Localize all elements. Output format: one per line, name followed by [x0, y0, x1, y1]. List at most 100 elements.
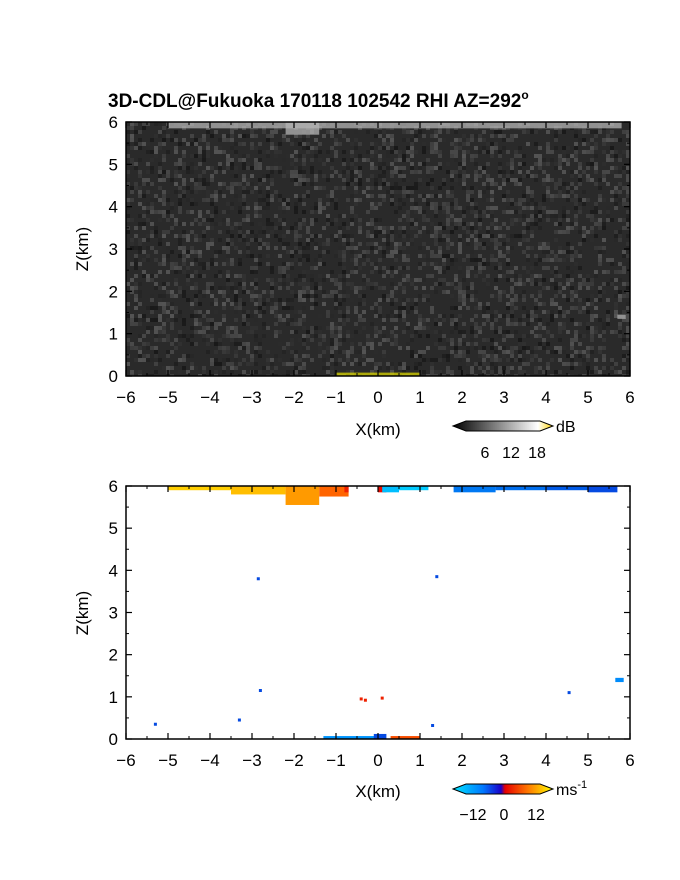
reflectivity-cell [262, 182, 266, 186]
reflectivity-cell [354, 246, 358, 250]
reflectivity-cell [462, 342, 466, 346]
reflectivity-cell [226, 238, 230, 242]
reflectivity-cell [210, 202, 214, 206]
reflectivity-cell [194, 330, 198, 334]
reflectivity-cell [626, 210, 630, 214]
reflectivity-cell [366, 238, 370, 242]
reflectivity-cell [554, 130, 558, 134]
reflectivity-cell [202, 290, 206, 294]
reflectivity-cell [202, 182, 206, 186]
reflectivity-cell [310, 298, 314, 302]
reflectivity-cell [482, 210, 486, 214]
reflectivity-cell [502, 354, 506, 358]
reflectivity-cell [486, 214, 490, 218]
reflectivity-cell [490, 294, 494, 298]
reflectivity-cell [242, 158, 246, 162]
reflectivity-cell [558, 246, 562, 250]
reflectivity-cell [550, 282, 554, 286]
reflectivity-cell [154, 338, 158, 342]
reflectivity-cell [406, 262, 410, 266]
reflectivity-cell [434, 282, 438, 286]
reflectivity-cell [334, 218, 338, 222]
reflectivity-cell [558, 230, 562, 234]
reflectivity-cell [578, 310, 582, 314]
reflectivity-cell [154, 122, 158, 126]
reflectivity-cell [454, 322, 458, 326]
reflectivity-cell [254, 362, 258, 366]
reflectivity-cell [370, 234, 374, 238]
reflectivity-cell [602, 162, 606, 166]
reflectivity-cell [350, 170, 354, 174]
reflectivity-cell [538, 166, 542, 170]
reflectivity-cell [522, 174, 526, 178]
reflectivity-cell [182, 294, 186, 298]
reflectivity-cell [154, 346, 158, 350]
reflectivity-cell [190, 198, 194, 202]
reflectivity-cell [486, 354, 490, 358]
reflectivity-cell [442, 206, 446, 210]
reflectivity-cell [470, 278, 474, 282]
reflectivity-cell [418, 134, 422, 138]
reflectivity-cell [142, 122, 146, 126]
reflectivity-cell [182, 318, 186, 322]
reflectivity-cell [570, 346, 574, 350]
reflectivity-cell [330, 326, 334, 330]
reflectivity-cell [170, 266, 174, 270]
reflectivity-cell [566, 354, 570, 358]
reflectivity-cell [582, 226, 586, 230]
reflectivity-cell [258, 314, 262, 318]
reflectivity-cell [302, 282, 306, 286]
reflectivity-cell [606, 258, 610, 262]
reflectivity-cell [462, 302, 466, 306]
reflectivity-cell [554, 302, 558, 306]
reflectivity-cell [218, 222, 222, 226]
reflectivity-cell [434, 206, 438, 210]
reflectivity-cell [354, 306, 358, 310]
reflectivity-cell [510, 266, 514, 270]
reflectivity-cell [150, 206, 154, 210]
reflectivity-cell [514, 214, 518, 218]
reflectivity-cell [346, 166, 350, 170]
reflectivity-cell [230, 146, 234, 150]
reflectivity-cell [618, 270, 622, 274]
reflectivity-cell [346, 206, 350, 210]
reflectivity-cell [486, 338, 490, 342]
reflectivity-cell [370, 194, 374, 198]
reflectivity-cell [410, 142, 414, 146]
reflectivity-cell [414, 222, 418, 226]
reflectivity-cell [398, 150, 402, 154]
reflectivity-cell [434, 342, 438, 346]
reflectivity-cell [210, 374, 214, 376]
reflectivity-cell [322, 226, 326, 230]
reflectivity-cell [158, 122, 162, 126]
reflectivity-cell [130, 142, 134, 146]
reflectivity-cell [518, 170, 522, 174]
reflectivity-cell [394, 298, 398, 302]
velocity-echo-segment [615, 677, 624, 683]
reflectivity-cell [430, 306, 434, 310]
reflectivity-cell [186, 298, 190, 302]
reflectivity-cell [182, 290, 186, 294]
reflectivity-cell [458, 286, 462, 290]
reflectivity-cell [274, 146, 278, 150]
reflectivity-cell [406, 218, 410, 222]
reflectivity-cell [134, 182, 138, 186]
reflectivity-cell [158, 330, 162, 334]
reflectivity-cell [458, 266, 462, 270]
reflectivity-cell [586, 322, 590, 326]
reflectivity-cell [394, 246, 398, 250]
reflectivity-cell [598, 350, 602, 354]
reflectivity-cell [274, 162, 278, 166]
reflectivity-cell [546, 210, 550, 214]
reflectivity-cell [218, 362, 222, 366]
reflectivity-cell [626, 370, 630, 374]
reflectivity-cell [498, 226, 502, 230]
reflectivity-cell [502, 290, 506, 294]
reflectivity-cell [574, 146, 578, 150]
reflectivity-cell [534, 154, 538, 158]
reflectivity-cell [406, 130, 410, 134]
reflectivity-cell [622, 354, 626, 358]
reflectivity-cell [538, 214, 542, 218]
reflectivity-cell [430, 134, 434, 138]
reflectivity-cell [618, 138, 622, 142]
